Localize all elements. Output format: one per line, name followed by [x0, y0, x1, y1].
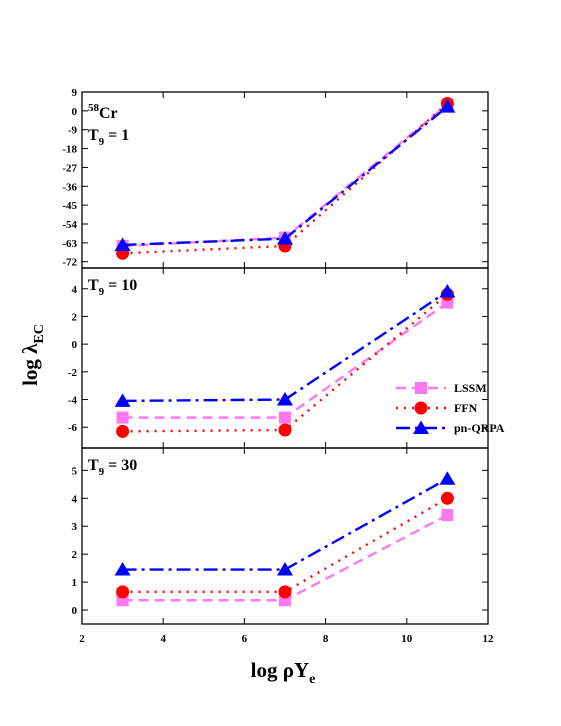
y-tick-label: -27 — [62, 162, 77, 174]
y-tick-label: 5 — [72, 465, 78, 477]
y-tick-label: -4 — [68, 395, 78, 407]
legend-marker — [415, 382, 427, 394]
data-point-pn-qrpa — [114, 393, 131, 407]
temperature-subscript: 9 — [99, 136, 105, 148]
temperature-label: T9 = 30 — [88, 457, 137, 478]
x-tick-label: 12 — [483, 633, 495, 645]
legend-label: LSSM — [454, 381, 487, 395]
temperature-subscript: 9 — [99, 286, 105, 298]
panel-3-frame — [81, 447, 489, 625]
y-tick-label: 2 — [72, 549, 78, 561]
nucleus-label: 58Cr — [88, 102, 118, 122]
legend-item-lssm: LSSM — [396, 381, 487, 395]
y-tick-label: 0 — [72, 339, 78, 351]
x-axis-title-sub: e — [309, 672, 315, 687]
legend-label: pn-QRPA — [454, 421, 505, 435]
y-tick-label: -72 — [62, 257, 77, 269]
data-point-ffn — [278, 423, 292, 437]
data-point-ffn — [116, 585, 130, 599]
y-tick-label: 9 — [72, 87, 78, 99]
legend-marker — [413, 420, 429, 434]
data-point-pn-qrpa — [114, 237, 131, 251]
x-tick-label: 2 — [79, 633, 85, 645]
y-tick-label: -9 — [68, 125, 78, 137]
series-line-ffn — [122, 102, 449, 255]
x-axis-title: log ρYe — [251, 658, 316, 687]
y-axis-title-sub: EC — [32, 324, 47, 343]
data-point-pn-qrpa — [439, 99, 456, 113]
data-point-ffn — [278, 585, 292, 599]
series-line-pn-qrpa — [122, 290, 449, 403]
y-tick-label: 1 — [72, 577, 78, 589]
y-tick-label: -45 — [62, 200, 77, 212]
y-tick-label: -36 — [62, 181, 77, 193]
y-tick-label: 4 — [72, 284, 78, 296]
x-tick-label: 6 — [242, 633, 248, 645]
x-axis: 2 4 6 8 10 12 — [79, 633, 494, 645]
y-axis-title: log λEC — [18, 324, 47, 386]
series-line-ffn — [122, 293, 449, 433]
x-tick-label: 10 — [401, 633, 413, 645]
temperature-symbol: T — [88, 277, 99, 294]
y-tick-label: -18 — [62, 144, 77, 156]
y-tick-label: 0 — [72, 106, 78, 118]
data-point-lssm — [279, 411, 291, 424]
panel-2: 4 2 0 -2 -4 -6 T9 = 10 — [68, 267, 489, 449]
temperature-subscript: 9 — [99, 466, 105, 478]
series-line-lssm — [122, 103, 449, 248]
nucleus-mass-number: 58 — [88, 102, 100, 114]
series-line-pn-qrpa — [122, 477, 448, 571]
series-line-pn-qrpa — [122, 105, 449, 247]
y-tick-label: -63 — [62, 238, 77, 250]
temperature-value: = 30 — [104, 457, 137, 474]
temperature-value: = 10 — [104, 277, 137, 294]
temperature-value: = 1 — [104, 127, 129, 144]
legend-marker — [414, 401, 428, 415]
temperature-label: T9 = 10 — [88, 277, 137, 298]
legend-item-ffn: FFN — [396, 401, 478, 415]
temperature-label: T9 = 1 — [88, 127, 129, 148]
legend: LSSM FFN pn-QRPA — [396, 381, 505, 435]
data-point-pn-qrpa — [277, 231, 293, 245]
series-line-ffn — [122, 497, 448, 594]
y-tick-label: -54 — [62, 219, 77, 231]
data-point-ffn — [116, 424, 130, 438]
y-tick-label: -6 — [68, 422, 78, 434]
x-axis-title-main: log ρY — [251, 658, 310, 682]
nucleus-symbol: Cr — [99, 105, 118, 122]
x-tick-label: 8 — [323, 633, 329, 645]
temperature-symbol: T — [88, 457, 99, 474]
data-point-pn-qrpa — [439, 284, 456, 298]
data-point-pn-qrpa — [114, 562, 131, 576]
y-tick-label: 2 — [72, 311, 78, 323]
data-point-pn-qrpa — [439, 471, 456, 485]
data-point-ffn — [440, 491, 454, 505]
data-point-pn-qrpa — [277, 392, 293, 406]
temperature-symbol: T — [88, 127, 99, 144]
legend-label: FFN — [454, 401, 478, 415]
y-tick-label: 3 — [72, 521, 78, 533]
data-point-lssm — [116, 411, 129, 424]
data-point-lssm — [441, 509, 454, 522]
y-axis-title-main: log λ — [18, 343, 42, 386]
data-point-pn-qrpa — [277, 562, 293, 576]
y-tick-label: 0 — [72, 605, 78, 617]
panel-3: 5 4 3 2 1 0 T9 = 30 — [72, 447, 489, 625]
x-tick-label: 4 — [160, 633, 166, 645]
y-tick-label: -2 — [68, 367, 78, 379]
y-tick-label: 4 — [72, 493, 78, 505]
legend-item-pn-qrpa: pn-QRPA — [396, 420, 505, 435]
